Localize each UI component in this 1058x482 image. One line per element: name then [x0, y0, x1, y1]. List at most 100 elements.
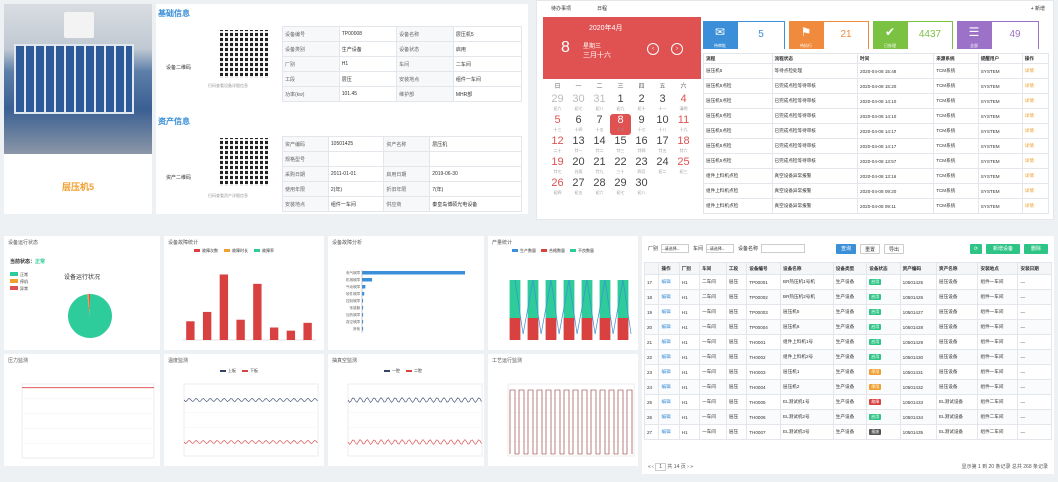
calendar-day-cell[interactable]: 27 初五 [568, 177, 589, 198]
todo-detail-link[interactable]: 详情 [1021, 63, 1050, 79]
export-button[interactable]: 导出 [884, 244, 904, 254]
table-row[interactable]: 19 编辑 H1 一车间 层压 TP00003 层压机5 生产设备 启用 10501427 层压设备… [643, 304, 1052, 320]
prev-month-icon[interactable]: ‹ [647, 43, 659, 55]
filter-select[interactable]: --请选择-- [706, 244, 735, 253]
table-row[interactable]: 26 编辑 H1 一车间 层压 TH0006 EL测试机2号 生产设备 启用 10501434 EL… [643, 409, 1052, 425]
calendar-day-cell[interactable]: 23 四月 [631, 156, 652, 177]
last-page-icon[interactable]: » [690, 464, 693, 470]
edit-link[interactable]: 编辑 [658, 394, 680, 410]
asset-qr-icon[interactable] [220, 138, 268, 186]
calendar-day-cell[interactable]: 24 初二 [652, 156, 673, 177]
table-row[interactable]: 20 编辑 H1 一车间 层压 TP00004 层压机6 生产设备 启用 10501428 层压设备… [643, 319, 1052, 335]
grid-header[interactable]: 安装地点 [977, 262, 1019, 275]
table-row[interactable]: 23 编辑 H1 一车间 层压 TH0003 层压机1 生产设备 停用 10501431 层压设备组… [643, 364, 1052, 380]
todo-row[interactable]: 组件上料机点检 真空设备异常报警 2020-04-08 09:11 TCM系统 SYST… [703, 198, 1050, 214]
stat-card[interactable]: ✔ 已处理 4437 [873, 21, 953, 50]
calendar-day-cell[interactable]: 1 初九 [610, 93, 631, 114]
reset-button[interactable]: 重置 [860, 244, 880, 254]
calendar-day-cell[interactable]: 20 谷雨 [568, 156, 589, 177]
todo-row[interactable]: 层压机5点检 已完成点检等待审核 2020-04-08 14:17 TCM系统 SYST… [703, 138, 1050, 154]
prev-page-icon[interactable]: ‹ [652, 464, 654, 470]
todo-detail-link[interactable]: 详情 [1021, 93, 1050, 109]
todo-detail-link[interactable]: 详情 [1021, 168, 1050, 184]
grid-header[interactable]: 设备名称 [780, 262, 834, 275]
first-page-icon[interactable]: « [648, 464, 651, 470]
calendar-day-cell[interactable]: 26 初四 [547, 177, 568, 198]
calendar-day-cell[interactable]: 13 廿一 [568, 135, 589, 156]
calendar-day-cell[interactable]: 29 初六 [547, 93, 568, 114]
basic-qr-icon[interactable] [220, 30, 268, 78]
schedule-tab[interactable]: 日程 [597, 6, 608, 12]
edit-link[interactable]: 编辑 [658, 349, 680, 365]
calendar-day-cell[interactable]: 2 初十 [631, 93, 652, 114]
todo-detail-link[interactable]: 详情 [1021, 138, 1050, 154]
add-button[interactable]: 新增设备 [986, 244, 1020, 254]
calendar-day-cell[interactable]: 4 清明 [673, 93, 694, 114]
calendar-day-cell[interactable]: 12 二十 [547, 135, 568, 156]
todo-row[interactable]: 层压机5 等待点检处理 2020-04-08 15:48 TCM系统 SYSTEM 详情 [703, 63, 1050, 79]
calendar-day-cell[interactable]: 30 初八 [631, 177, 652, 198]
table-row[interactable]: 17 编辑 H1 二车间 层压 TP00001 BR热压机1号机 生产设备 启用 10501425… [643, 274, 1052, 290]
calendar-day-cell[interactable]: 6 十四 [568, 114, 589, 135]
todo-row[interactable]: 层压机5点检 已完成点检等待审核 2020-04-08 15:20 TCM系统 SYST… [703, 78, 1050, 94]
grid-header[interactable] [643, 262, 660, 275]
grid-header[interactable]: 设备类型 [832, 262, 868, 275]
next-month-icon[interactable]: › [671, 43, 683, 55]
table-row[interactable]: 22 编辑 H1 一车间 层压 TH0002 组件上料机2号 生产设备 启用 10501430 层压… [643, 349, 1052, 365]
edit-link[interactable]: 编辑 [658, 409, 680, 425]
calendar-day-cell[interactable]: 31 初八 [589, 93, 610, 114]
calendar-day-cell[interactable]: 19 廿七 [547, 156, 568, 177]
calendar-day-cell[interactable]: 25 初三 [673, 156, 694, 177]
todo-row[interactable]: 层压机5点检 已完成点检等待审核 2020-04-08 13:57 TCM系统 SYST… [703, 153, 1050, 169]
edit-link[interactable]: 编辑 [658, 379, 680, 395]
name-input[interactable] [761, 244, 806, 254]
calendar-day-cell[interactable]: 5 十三 [547, 114, 568, 135]
edit-link[interactable]: 编辑 [658, 364, 680, 380]
calendar-day-cell[interactable]: 16 廿四 [631, 135, 652, 156]
grid-header[interactable]: 资产名称 [936, 262, 979, 275]
todo-detail-link[interactable]: 详情 [1021, 183, 1050, 199]
todo-row[interactable]: 层压机5点检 已完成点检等待审核 2020-04-08 14:10 TCM系统 SYST… [703, 108, 1050, 124]
edit-link[interactable]: 编辑 [658, 304, 680, 320]
grid-header[interactable]: 安装日期 [1017, 262, 1052, 275]
stat-card[interactable]: ✉ 待审批 5 [703, 21, 785, 50]
calendar-day-cell[interactable]: 17 廿五 [652, 135, 673, 156]
calendar-day-cell[interactable]: 10 十八 [652, 114, 673, 135]
grid-header[interactable]: 操作 [658, 262, 680, 275]
table-row[interactable]: 27 编辑 H1 一车间 层压 TH0007 EL测试机3号 生产设备 报废 10501435 EL… [643, 424, 1052, 440]
todo-detail-link[interactable]: 详情 [1021, 78, 1050, 94]
stat-card[interactable]: ⚑ 待执行 21 [789, 21, 869, 50]
calendar-day-cell[interactable]: 9 十七 [631, 114, 652, 135]
calendar-day-cell[interactable]: 15 廿三 [610, 135, 631, 156]
edit-link[interactable]: 编辑 [658, 424, 680, 440]
next-page-icon[interactable]: › [687, 464, 689, 470]
search-button[interactable]: 查询 [836, 244, 856, 254]
grid-header[interactable]: 设备编号 [746, 262, 782, 275]
grid-header[interactable]: 设备状态 [866, 262, 901, 275]
calendar-day-cell[interactable]: 7 十五 [589, 114, 610, 135]
edit-link[interactable]: 编辑 [658, 289, 680, 305]
stat-card[interactable]: ☰ 全部 49 [957, 21, 1039, 50]
todo-detail-link[interactable]: 详情 [1021, 198, 1050, 214]
edit-link[interactable]: 编辑 [658, 334, 680, 350]
calendar-day-cell[interactable]: 22 三十 [610, 156, 631, 177]
table-row[interactable]: 18 编辑 H1 二车间 层压 TP00002 BR热压机2号机 生产设备 启用 10501426… [643, 289, 1052, 305]
grid-header[interactable]: 资产编码 [899, 262, 938, 275]
delete-button[interactable]: 删除 [1024, 244, 1048, 254]
edit-link[interactable]: 编辑 [658, 319, 680, 335]
calendar-day-cell[interactable]: 18 廿六 [673, 135, 694, 156]
calendar-day-cell[interactable]: 29 初七 [610, 177, 631, 198]
table-row[interactable]: 21 编辑 H1 一车间 层压 TH0001 组件上料机1号 生产设备 启用 10501429 层压… [643, 334, 1052, 350]
calendar-day-cell[interactable]: 11 十九 [673, 114, 694, 135]
todo-tab[interactable]: 待办事项 [551, 6, 572, 12]
todo-detail-link[interactable]: 详情 [1021, 153, 1050, 169]
calendar-day-cell[interactable]: 28 初六 [589, 177, 610, 198]
calendar-day-cell[interactable]: 3 十一 [652, 93, 673, 114]
calendar-day-cell[interactable]: 14 廿二 [589, 135, 610, 156]
refresh-icon[interactable]: ⟳ [970, 244, 982, 254]
grid-header[interactable]: 厂别 [678, 262, 701, 275]
add-link[interactable]: + 新增 [1030, 6, 1045, 12]
calendar-day-cell[interactable]: 8 十六 [610, 114, 631, 135]
calendar-month[interactable]: 2020年4月 [589, 25, 623, 32]
todo-row[interactable]: 组件上料机点检 真空设备异常报警 2020-04-08 09:20 TCM系统 SYST… [703, 183, 1050, 199]
